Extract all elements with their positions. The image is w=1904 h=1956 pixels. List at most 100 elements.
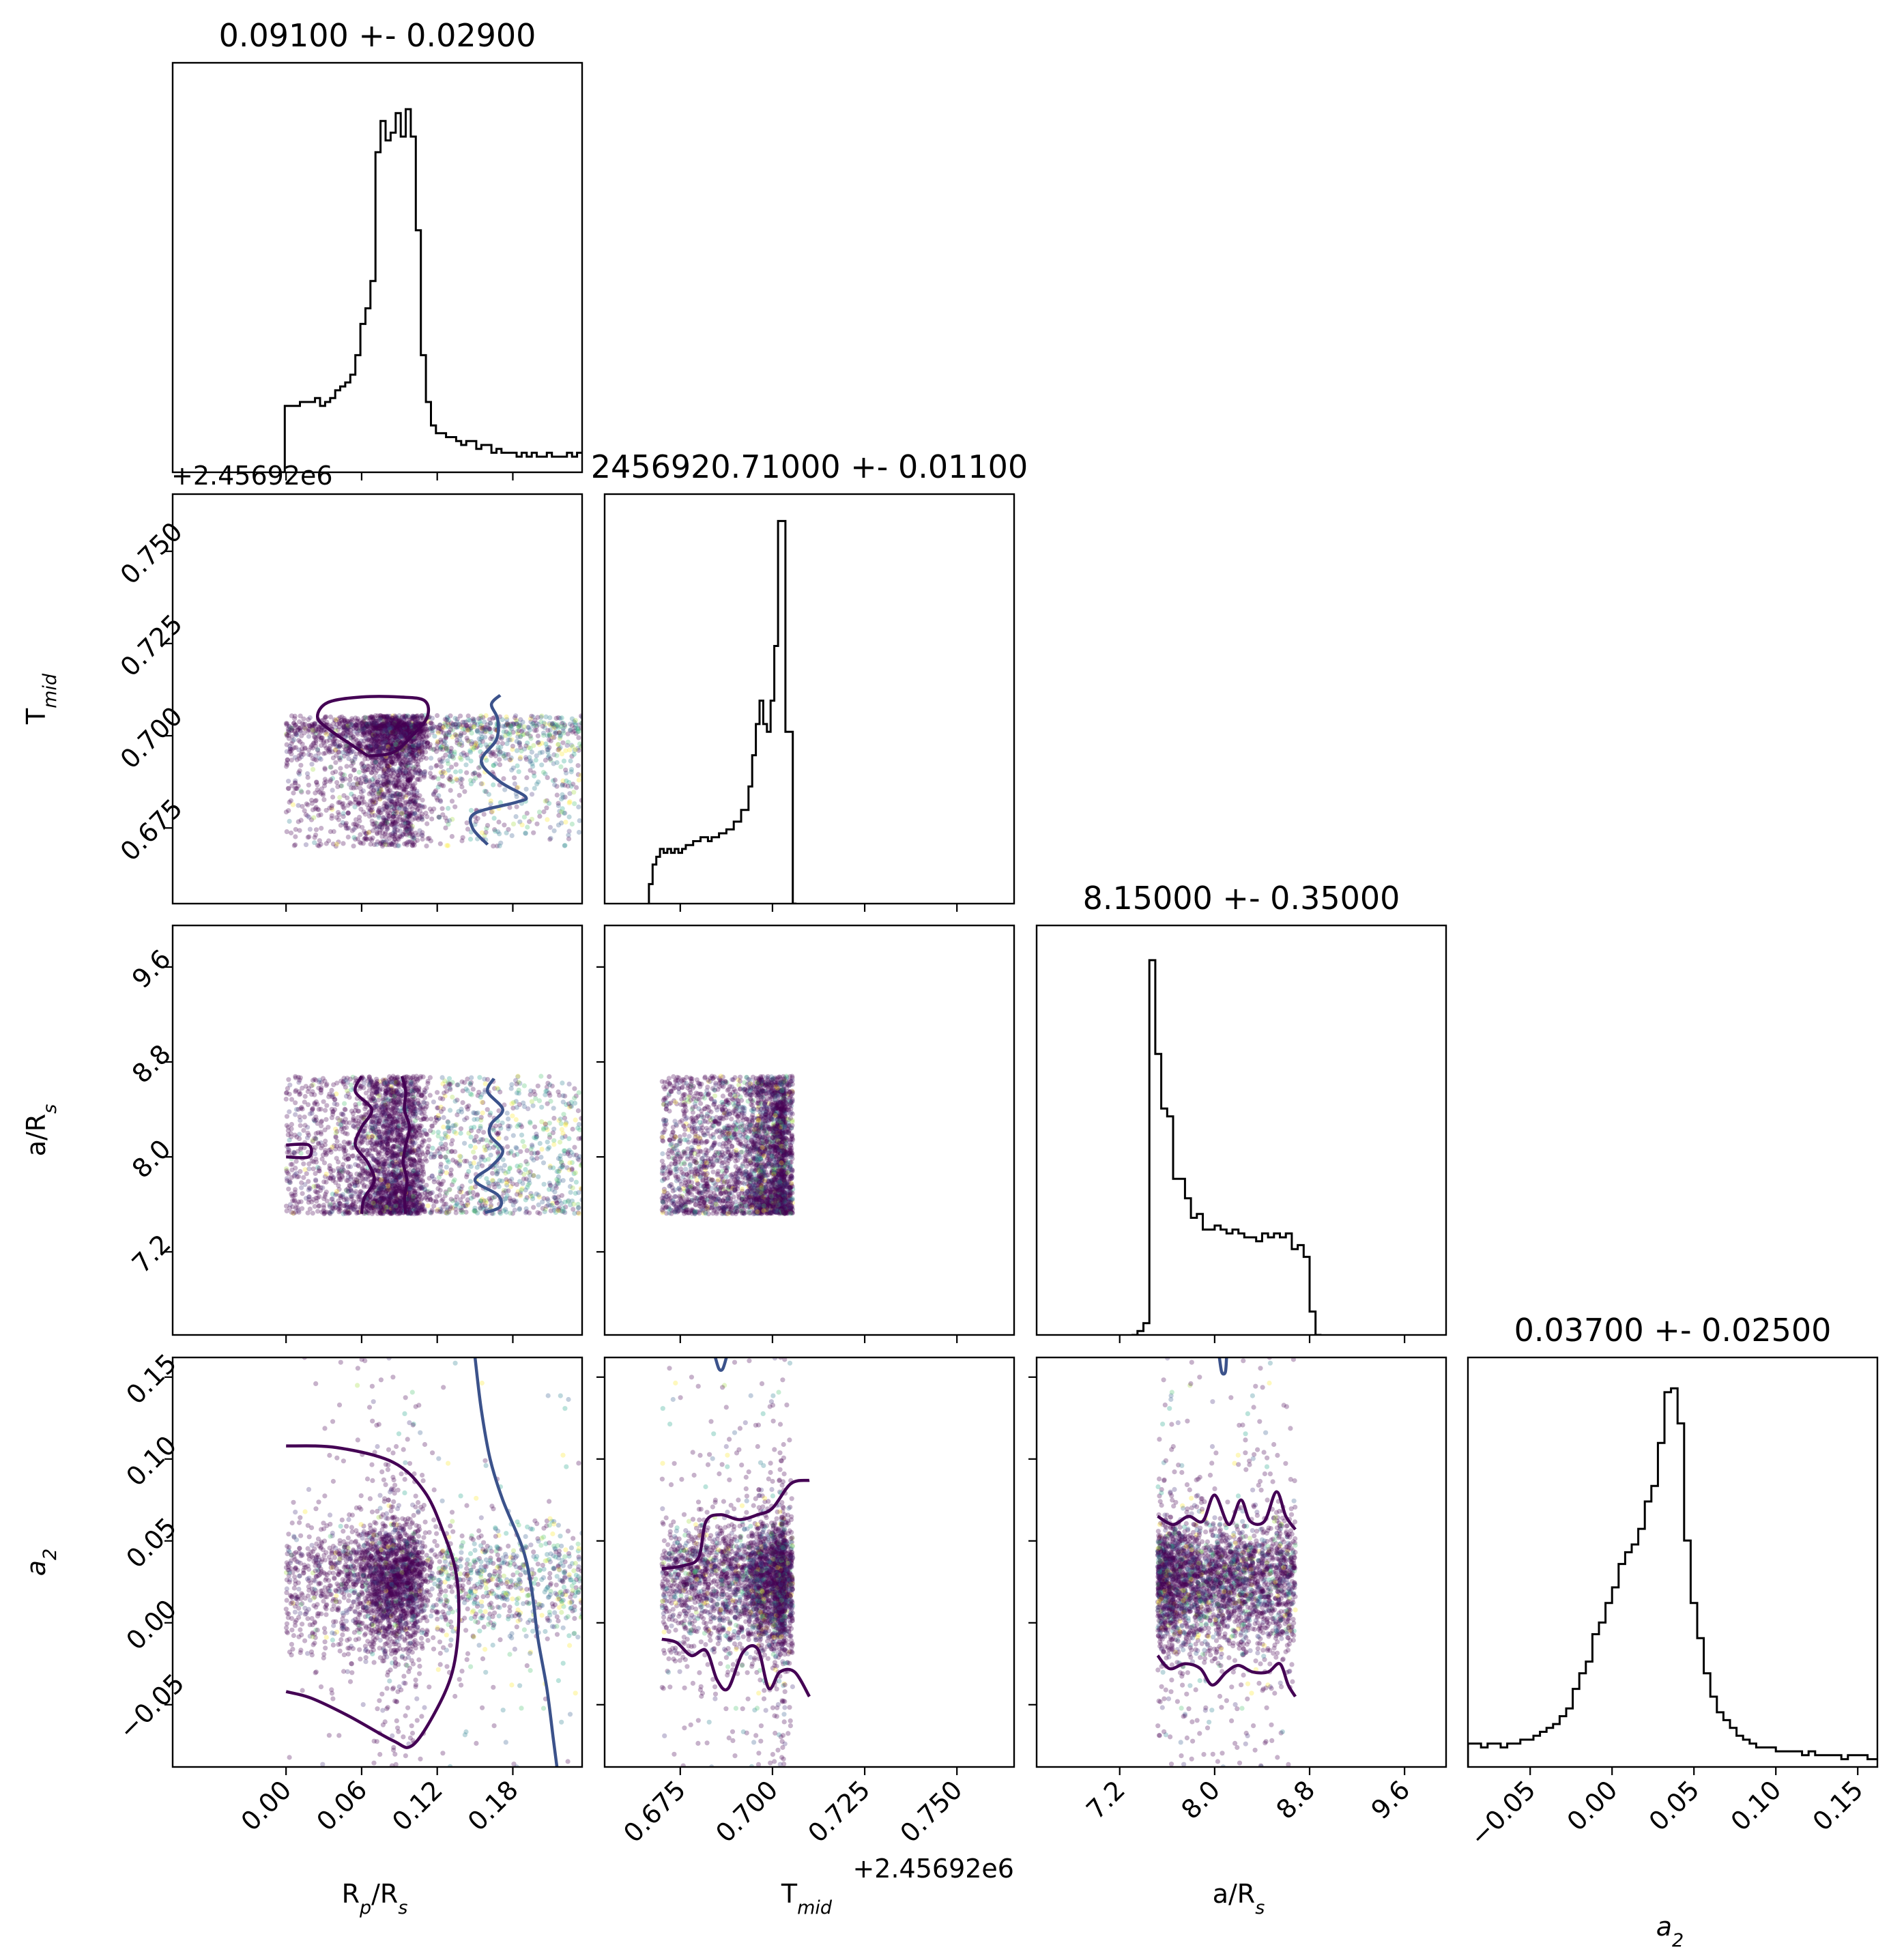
scatter-point: [402, 726, 408, 732]
scatter-point: [401, 817, 406, 822]
scatter-point: [384, 773, 390, 778]
scatter-point: [566, 1198, 571, 1203]
scatter-point: [409, 716, 416, 721]
scatter-point: [418, 770, 424, 775]
scatter-point: [415, 713, 420, 719]
scatter-point: [506, 751, 511, 758]
scatter-point: [483, 830, 489, 835]
scatter-point: [369, 721, 375, 726]
scatter-point: [364, 836, 370, 842]
scatter-point: [311, 1082, 316, 1088]
scatter-point: [416, 721, 422, 726]
scatter-point: [503, 1207, 508, 1212]
scatter-point: [386, 756, 392, 762]
scatter-point: [489, 753, 494, 758]
scatter-point: [572, 725, 577, 731]
scatter-point: [405, 820, 412, 826]
scatter-point: [364, 1148, 370, 1153]
scatter-point: [393, 739, 399, 745]
scatter-point: [418, 769, 423, 775]
scatter-point: [315, 724, 321, 730]
scatter-point: [410, 773, 416, 778]
scatter-point: [351, 729, 357, 734]
scatter-point: [396, 805, 402, 811]
scatter-point: [408, 749, 414, 755]
scatter-point: [429, 1117, 434, 1122]
scatter-point: [298, 725, 304, 730]
scatter-point: [298, 751, 304, 757]
scatter-point: [408, 756, 414, 762]
scatter-point: [388, 738, 394, 743]
scatter-point: [285, 762, 290, 767]
scatter-point: [402, 805, 407, 811]
scatter-point: [384, 760, 390, 766]
scatter-point: [373, 743, 379, 748]
scatter-point: [521, 1176, 527, 1182]
scatter-point: [407, 745, 413, 750]
scatter-point: [434, 795, 439, 801]
scatter-point: [301, 1127, 306, 1133]
scatter-point: [384, 818, 389, 823]
scatter-point: [395, 723, 401, 728]
scatter-point: [381, 1194, 386, 1199]
scatter-point: [446, 732, 452, 738]
scatter-point: [414, 742, 419, 748]
scatter-point: [575, 1210, 581, 1216]
scatter-point: [376, 738, 381, 744]
scatter-point: [528, 716, 534, 721]
scatter-point: [394, 805, 400, 810]
scatter-point: [409, 1211, 414, 1216]
scatter-point: [437, 815, 442, 820]
scatter-point: [371, 725, 377, 731]
scatter-point: [392, 727, 398, 732]
scatter-point: [462, 753, 467, 758]
scatter-point: [360, 725, 365, 730]
scatter-point: [322, 766, 328, 771]
scatter-point: [332, 747, 338, 753]
scatter-point: [348, 721, 354, 728]
scatter-point: [550, 1130, 556, 1136]
scatter-point: [387, 794, 392, 799]
scatter-point: [375, 719, 381, 724]
scatter-point: [388, 842, 394, 847]
scatter-point: [538, 715, 544, 720]
scatter-point: [396, 719, 402, 725]
scatter-point: [381, 1123, 386, 1129]
scatter-point: [316, 1168, 321, 1173]
scatter-point: [352, 1183, 358, 1188]
scatter-point: [438, 1171, 444, 1177]
scatter-point: [358, 720, 364, 726]
scatter-point: [397, 817, 403, 822]
scatter-point: [378, 791, 384, 797]
scatter-point: [358, 807, 364, 812]
scatter-point: [420, 726, 426, 732]
scatter-point: [342, 1155, 347, 1161]
scatter-point: [382, 728, 388, 733]
scatter-point: [510, 1113, 515, 1119]
scatter-point: [392, 801, 398, 807]
scatter-point: [396, 779, 401, 785]
scatter-point: [394, 720, 400, 725]
scatter-point: [347, 719, 352, 724]
scatter-point: [306, 747, 312, 753]
scatter-point: [409, 725, 416, 730]
scatter-point: [381, 745, 387, 751]
scatter-point: [331, 1206, 336, 1211]
scatter-point: [573, 731, 579, 736]
scatter-point: [338, 766, 343, 771]
scatter-point: [423, 756, 429, 761]
scatter-point: [465, 725, 470, 731]
scatter-point: [355, 836, 361, 842]
scatter-point: [548, 1208, 553, 1213]
scatter-point: [313, 738, 319, 743]
scatter-point: [374, 726, 379, 732]
scatter-point: [367, 730, 373, 736]
scatter-point: [394, 794, 400, 800]
scatter-point: [324, 738, 330, 744]
scatter-point: [540, 730, 547, 736]
scatter-point: [545, 749, 551, 755]
scatter-point: [336, 744, 342, 749]
scatter-point: [372, 721, 378, 727]
scatter-point: [309, 797, 315, 803]
scatter-point: [377, 1185, 383, 1191]
